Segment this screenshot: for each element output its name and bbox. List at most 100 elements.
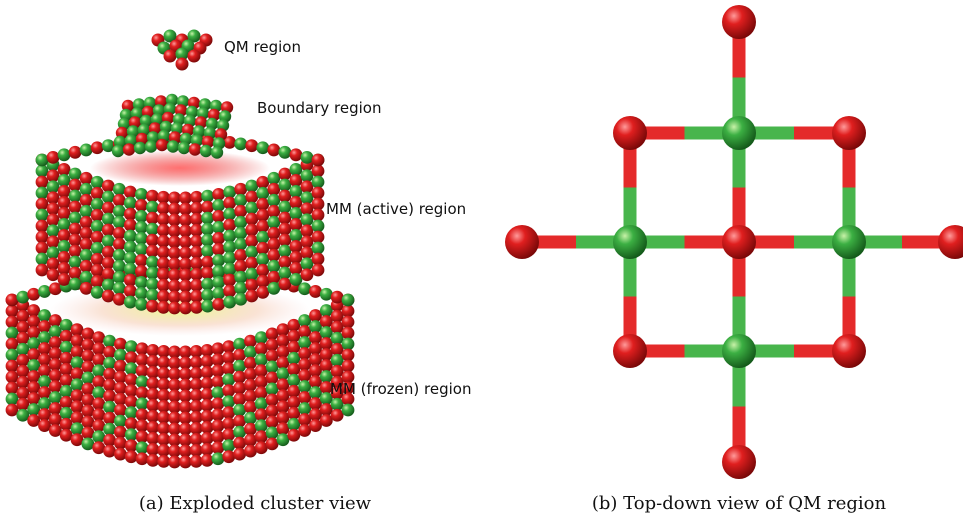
cluster-atom (278, 167, 292, 181)
cluster-atom (245, 190, 259, 204)
rim-atom (278, 145, 292, 159)
cluster-atom (201, 255, 215, 269)
cluster-atom (168, 400, 181, 414)
cluster-atom (57, 240, 71, 253)
cluster-atom (123, 273, 137, 287)
cluster-atom (265, 349, 279, 363)
cluster-atom (234, 226, 248, 240)
cluster-atom (134, 264, 148, 278)
lattice-atom (832, 116, 866, 150)
rim-atom (79, 143, 93, 157)
cluster-atom (57, 163, 71, 176)
cluster-atom (300, 213, 314, 227)
cluster-atom (112, 237, 126, 251)
cluster-atom (200, 354, 214, 368)
cluster-atom (300, 257, 314, 271)
cluster-atom (311, 241, 325, 255)
cluster-atom (254, 419, 268, 433)
boundary-region-label: Boundary region (257, 99, 381, 117)
cluster-atom (222, 395, 236, 409)
cluster-atom (278, 222, 292, 236)
active-top-glow (90, 150, 270, 186)
cluster-atom (254, 386, 268, 400)
cluster-atom (309, 397, 322, 410)
cluster-atom (201, 244, 215, 258)
cluster-atom (46, 224, 60, 238)
cluster-atom (135, 397, 149, 411)
cluster-atom (57, 229, 71, 242)
cluster-atom (146, 365, 160, 379)
cluster-atom (244, 378, 257, 392)
cluster-atom (70, 389, 84, 403)
cluster-atom (134, 297, 148, 311)
cluster-atom (276, 345, 290, 359)
rim-atom (68, 145, 82, 159)
cluster-atom (319, 392, 333, 405)
cluster-atom (245, 289, 259, 303)
cluster-atom (134, 187, 148, 201)
cluster-atom (190, 245, 203, 259)
cluster-atom (16, 331, 30, 345)
cluster-atom (113, 381, 127, 395)
boundary-atom (199, 144, 213, 158)
cluster-atom (103, 345, 116, 359)
cluster-atom (70, 323, 84, 337)
lattice-atom (722, 334, 756, 368)
rim-atom (90, 141, 104, 155)
cluster-atom (134, 275, 148, 289)
cluster-atom (113, 392, 127, 406)
cluster-atom (48, 391, 62, 404)
rim-atom (57, 148, 71, 162)
cluster-atom (157, 389, 171, 402)
cluster-atom (311, 208, 325, 222)
cluster-atom (157, 278, 170, 292)
cluster-atom (124, 362, 138, 376)
lattice-atom (832, 334, 866, 368)
cluster-atom (311, 252, 325, 266)
cluster-atom (103, 389, 116, 403)
rim-atom (16, 290, 30, 304)
cluster-atom (311, 219, 325, 233)
cluster-atom (134, 209, 148, 223)
cluster-atom (211, 364, 225, 378)
cluster-atom (81, 360, 95, 374)
cluster-atom (330, 364, 344, 378)
cluster-atom (27, 348, 41, 361)
cluster-atom (212, 242, 226, 256)
cluster-atom (112, 248, 126, 262)
cluster-atom (35, 230, 49, 244)
cluster-atom (276, 323, 290, 337)
cluster-atom (341, 337, 355, 351)
cluster-atom (233, 403, 247, 417)
cluster-atom (190, 212, 203, 226)
rim-atom (223, 135, 237, 149)
cluster-atom (189, 389, 203, 402)
cluster-atom (146, 222, 159, 236)
cluster-atom (103, 334, 116, 348)
cluster-atom (168, 290, 181, 304)
cluster-atom (68, 277, 82, 291)
cluster-atom (212, 187, 226, 201)
cluster-atom (112, 215, 126, 229)
cluster-atom (57, 185, 71, 198)
cluster-atom (123, 218, 137, 232)
cluster-atom (5, 370, 19, 384)
cluster-atom (124, 351, 138, 365)
cluster-atom (179, 257, 192, 271)
cluster-atom (103, 411, 116, 425)
boundary-atom (210, 146, 224, 159)
cluster-atom (59, 428, 73, 442)
qm-atom (163, 49, 177, 63)
cluster-atom (278, 277, 292, 291)
cluster-atom (168, 378, 181, 392)
cluster-atom (287, 329, 301, 343)
cluster-atom (256, 175, 270, 189)
cluster-atom (254, 364, 268, 378)
cluster-atom (223, 284, 237, 298)
cluster-atom (200, 376, 214, 390)
cluster-atom (212, 275, 226, 289)
cluster-atom (101, 289, 115, 303)
rim-atom (27, 287, 41, 301)
cluster-atom (27, 326, 41, 339)
rim-atom (245, 139, 259, 153)
